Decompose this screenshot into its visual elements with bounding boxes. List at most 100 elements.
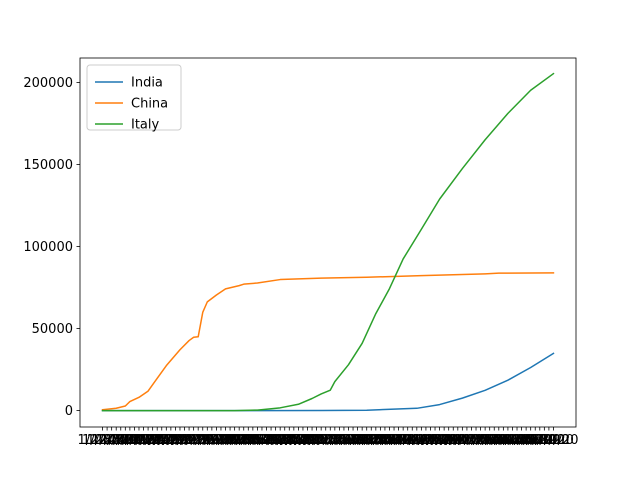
y-tick-label: 50000 <box>32 322 73 337</box>
x-tick-label: 3/17/20 <box>328 433 378 448</box>
x-tick-label: 2/18/20 <box>200 433 250 448</box>
x-tick-label: 3/2/20 <box>264 433 306 448</box>
x-tick-label: 4/17/20 <box>469 433 519 448</box>
y-tick-label: 0 <box>65 404 73 419</box>
x-tick-label: 2/22/20 <box>219 433 269 448</box>
x-tick-label: 3/4/20 <box>273 433 315 448</box>
x-tick-label: 4/1/20 <box>400 433 442 448</box>
x-tick-label: 3/29/20 <box>383 433 433 448</box>
x-tick-label: 2/16/20 <box>191 433 241 448</box>
x-tick-label: 2/27/20 <box>241 433 291 448</box>
x-tick-label: 2/19/20 <box>205 433 255 448</box>
x-tick-label: 3/23/20 <box>355 433 405 448</box>
x-tick-label: 1/26/20 <box>96 433 146 448</box>
x-tick-label: 2/11/20 <box>169 433 219 448</box>
x-tick-label: 2/12/20 <box>173 433 223 448</box>
x-tick-label: 2/9/20 <box>164 433 206 448</box>
x-tick-label: 3/21/20 <box>346 433 396 448</box>
x-tick-label: 3/12/20 <box>305 433 355 448</box>
x-tick-label: 3/20/20 <box>342 433 392 448</box>
x-tick-label: 3/25/20 <box>364 433 414 448</box>
legend: India China Italy <box>86 64 182 133</box>
x-tick-label: 3/27/20 <box>374 433 424 448</box>
x-tick-label: 2/23/20 <box>223 433 273 448</box>
x-tick-label: 1/31/20 <box>118 433 168 448</box>
y-tick-label: 200000 <box>23 76 73 91</box>
x-tick-label: 2/24/20 <box>228 433 278 448</box>
plot-frame <box>79 57 577 428</box>
x-tick-label: 4/10/20 <box>437 433 487 448</box>
x-tick-label: 4/2/20 <box>405 433 447 448</box>
x-tick-label: 2/29/20 <box>251 433 301 448</box>
x-tick-label: 3/15/20 <box>319 433 369 448</box>
x-tick-label: 3/7/20 <box>287 433 329 448</box>
x-tick-label: 4/29/20 <box>524 433 574 448</box>
x-tick-label: 2/3/20 <box>136 433 178 448</box>
x-tick-label: 4/14/20 <box>456 433 506 448</box>
x-tick-label: 2/28/20 <box>246 433 296 448</box>
x-tick-label: 1/28/20 <box>105 433 155 448</box>
x-tick-label: 2/7/20 <box>154 433 196 448</box>
x-tick-label: 3/13/20 <box>310 433 360 448</box>
x-tick-label: 3/28/20 <box>378 433 428 448</box>
x-tick-label: 3/11/20 <box>301 433 351 448</box>
x-tick-label: 4/21/20 <box>487 433 537 448</box>
x-tick-label: 4/28/20 <box>519 433 569 448</box>
x-tick-label: 2/5/20 <box>145 433 187 448</box>
x-tick-label: 1/27/20 <box>100 433 150 448</box>
x-tick-label: 4/9/20 <box>437 433 479 448</box>
x-tick-label: 1/24/20 <box>87 433 137 448</box>
x-tick-label: 1/30/20 <box>114 433 164 448</box>
x-tick-label: 4/16/20 <box>465 433 515 448</box>
x-tick-label: 2/15/20 <box>187 433 237 448</box>
x-tick-label: 1/25/20 <box>91 433 141 448</box>
x-tick-label: 4/25/20 <box>506 433 556 448</box>
x-tick-label: 3/1/20 <box>259 433 301 448</box>
x-tick-label: 3/10/20 <box>296 433 346 448</box>
x-axis-ticks: 1/22/201/23/201/24/201/25/201/26/201/27/… <box>77 427 579 448</box>
x-tick-label: 4/11/20 <box>442 433 492 448</box>
x-tick-label: 2/8/20 <box>159 433 201 448</box>
x-tick-label: 2/6/20 <box>150 433 192 448</box>
series-line-india <box>101 352 555 412</box>
series-line-italy <box>101 72 555 412</box>
x-tick-label: 4/19/20 <box>478 433 528 448</box>
x-tick-label: 4/4/20 <box>414 433 456 448</box>
x-tick-label: 2/1/20 <box>127 433 169 448</box>
x-tick-label: 2/21/20 <box>214 433 264 448</box>
x-tick-label: 2/2/20 <box>132 433 174 448</box>
x-tick-label: 3/3/20 <box>268 433 310 448</box>
x-tick-label: 2/13/20 <box>178 433 228 448</box>
x-tick-label: 3/24/20 <box>360 433 410 448</box>
x-tick-label: 2/26/20 <box>237 433 287 448</box>
x-tick-label: 1/22/20 <box>77 433 127 448</box>
x-tick-label: 1/23/20 <box>82 433 132 448</box>
x-tick-label: 4/18/20 <box>474 433 524 448</box>
x-tick-label: 3/6/20 <box>282 433 324 448</box>
x-tick-label: 2/14/20 <box>182 433 232 448</box>
x-tick-label: 4/20/20 <box>483 433 533 448</box>
x-tick-label: 4/24/20 <box>501 433 551 448</box>
x-tick-label: 2/10/20 <box>164 433 214 448</box>
series-line-china <box>101 272 555 411</box>
x-tick-label: 4/15/20 <box>460 433 510 448</box>
x-tick-label: 2/4/20 <box>141 433 183 448</box>
x-tick-label: 4/30/20 <box>528 433 578 448</box>
y-tick-label: 150000 <box>23 158 73 173</box>
x-tick-label: 3/26/20 <box>369 433 419 448</box>
x-tick-label: 4/22/20 <box>492 433 542 448</box>
x-tick-label: 4/5/20 <box>419 433 461 448</box>
x-tick-label: 4/13/20 <box>451 433 501 448</box>
x-tick-label: 3/19/20 <box>337 433 387 448</box>
x-tick-label: 1/29/20 <box>109 433 159 448</box>
x-tick-label: 3/5/20 <box>277 433 319 448</box>
x-tick-label: 4/7/20 <box>428 433 470 448</box>
x-tick-label: 4/12/20 <box>446 433 496 448</box>
x-tick-label: 3/18/20 <box>333 433 383 448</box>
y-axis-ticks: 0 50000 100000 150000 200000 <box>23 76 80 419</box>
legend-label-china: China <box>131 97 168 112</box>
x-tick-label: 3/22/20 <box>351 433 401 448</box>
x-tick-label: 2/20/20 <box>210 433 260 448</box>
x-tick-label: 4/26/20 <box>510 433 560 448</box>
